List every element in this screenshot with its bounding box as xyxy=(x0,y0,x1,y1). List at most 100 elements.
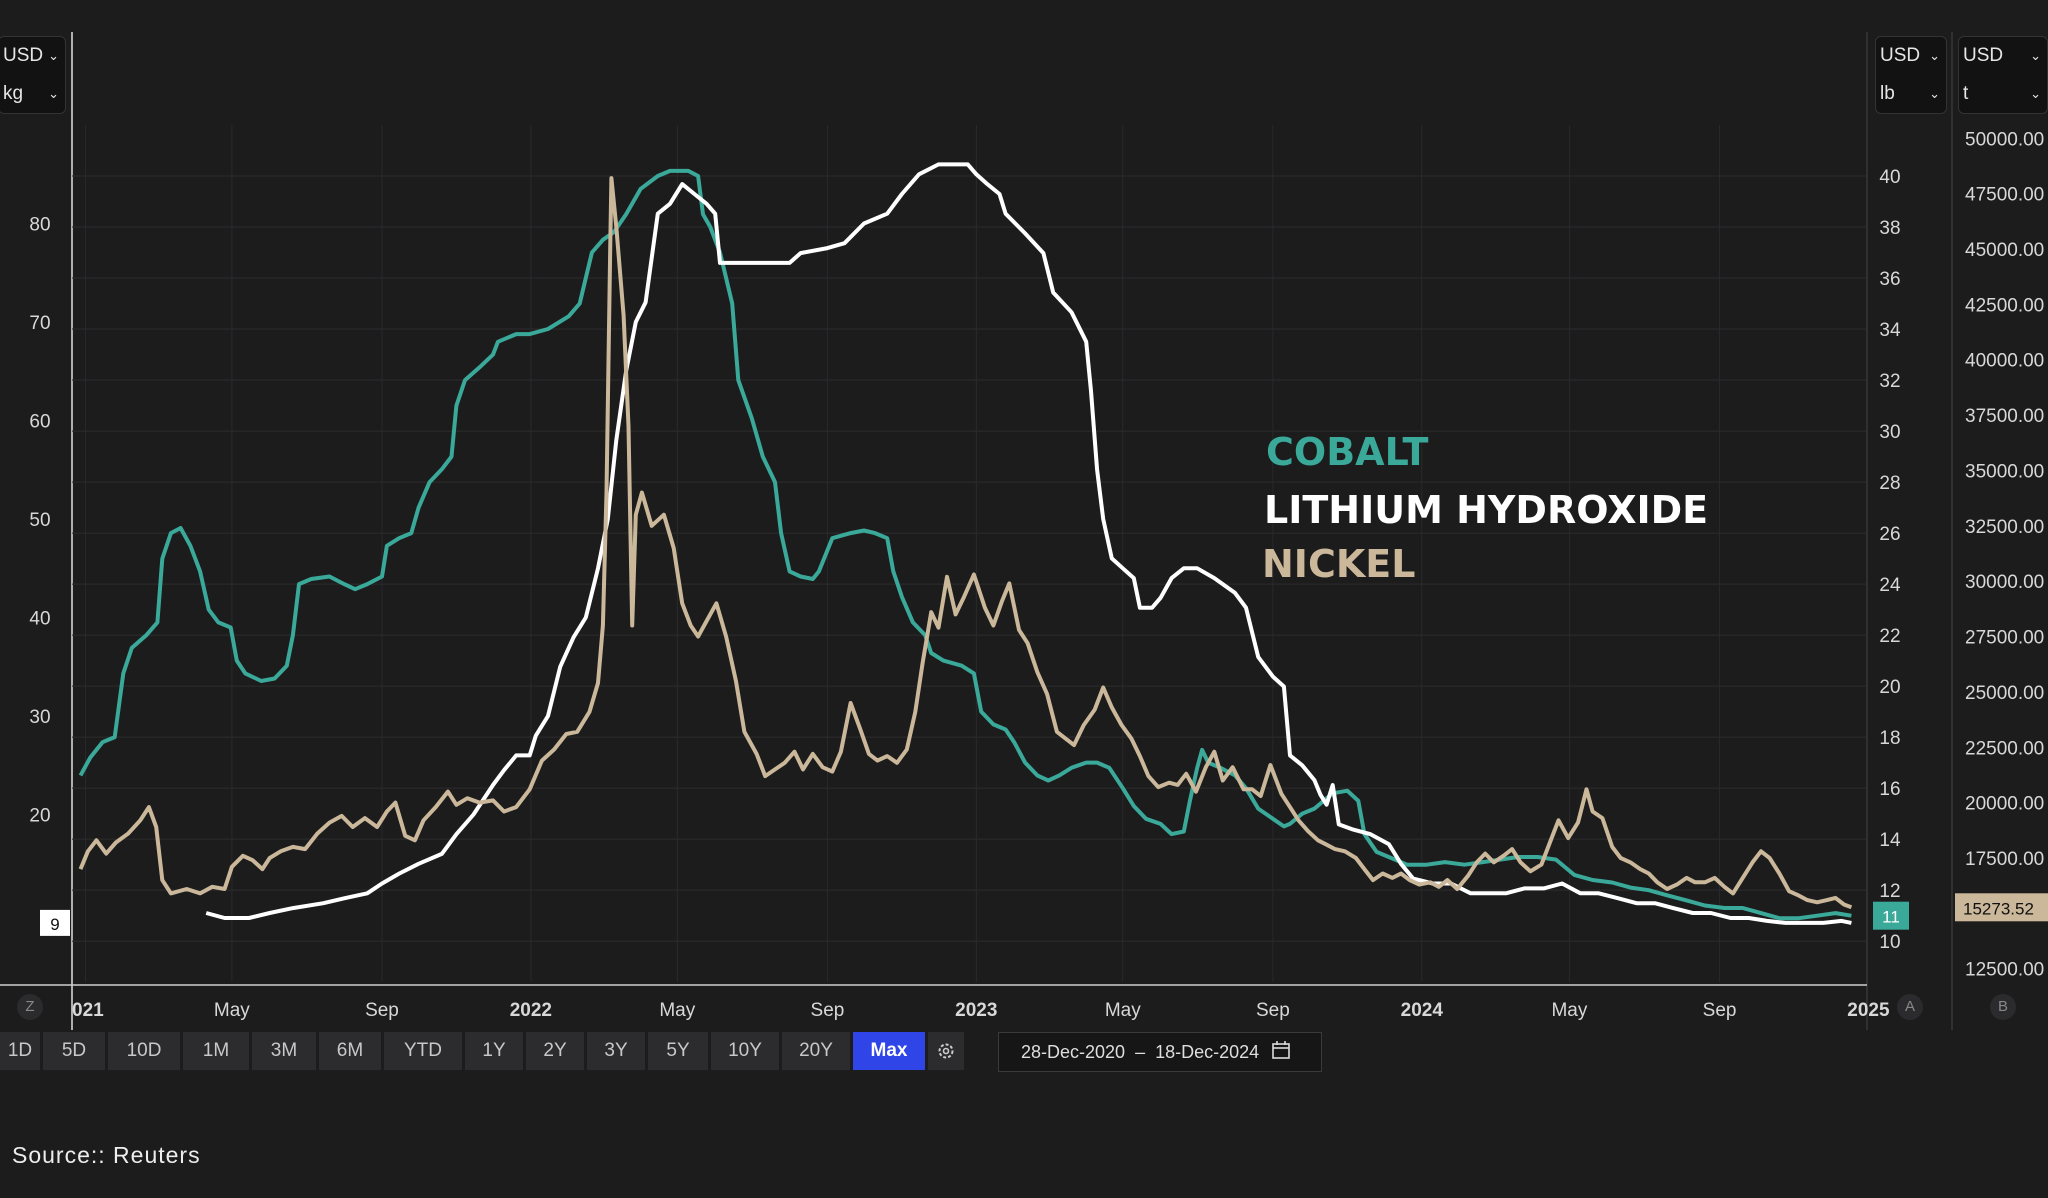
currency-select[interactable]: USD ⌄ xyxy=(1959,37,2047,75)
range-button-3m[interactable]: 3M xyxy=(252,1032,316,1070)
right-axis-lb: 10 12 14 16 18 20 22 24 26 28 30 32 34 36 38 40 11 xyxy=(1873,167,1909,953)
axis-a-button[interactable]: A xyxy=(1897,994,1923,1020)
right-a-tick-label: 16 xyxy=(1879,779,1900,800)
range-button-6m[interactable]: 6M xyxy=(319,1032,381,1070)
right-b-tick-label: 47500.00 xyxy=(1965,185,2044,206)
right-b-tick-label: 50000.00 xyxy=(1965,129,2044,150)
left-tick-label: 40 xyxy=(29,609,50,630)
right-b-tick-label: 42500.00 xyxy=(1965,295,2044,316)
x-tick-label: May xyxy=(214,1000,250,1021)
unit-select[interactable]: kg ⌄ xyxy=(0,75,65,113)
left-tick-label: 80 xyxy=(29,215,50,236)
right-b-tick-label: 17500.00 xyxy=(1965,849,2044,870)
right-a-tick-label: 22 xyxy=(1879,626,1900,647)
right-a-tick-label: 32 xyxy=(1879,371,1900,392)
date-range-picker[interactable]: 28-Dec-2020 – 18-Dec-2024 xyxy=(998,1032,1322,1072)
right-b-tick-label: 20000.00 xyxy=(1965,794,2044,815)
x-tick-label: 2023 xyxy=(955,1000,997,1021)
range-toolbar: 1D 5D 10D 1M 3M 6M YTD 1Y 2Y 3Y 5Y 10Y 20Y Max xyxy=(0,1032,964,1070)
x-tick-label: Sep xyxy=(1703,1000,1737,1021)
right-a-tick-label: 24 xyxy=(1879,575,1901,596)
right-a-tick-label: 20 xyxy=(1879,677,1900,698)
left-unit-selector[interactable]: USD ⌄ kg ⌄ xyxy=(0,36,66,114)
left-last-value-box xyxy=(40,909,70,936)
right-a-unit-selector[interactable]: USD ⌄ lb ⌄ xyxy=(1875,36,1947,114)
right-a-tick-label: 14 xyxy=(1879,830,1901,851)
chevron-down-icon: ⌄ xyxy=(48,86,59,101)
x-axis: 021 May Sep 2022 May Sep 2023 May Sep 2024 May Sep 2… xyxy=(72,1000,1890,1021)
right-b-unit-selector[interactable]: USD ⌄ t ⌄ xyxy=(1958,36,2048,114)
range-button-5y[interactable]: 5Y xyxy=(648,1032,708,1070)
chevron-down-icon: ⌄ xyxy=(1929,48,1940,63)
calendar-icon[interactable] xyxy=(1271,1040,1291,1065)
series-line-cobalt xyxy=(78,168,1852,921)
currency-select[interactable]: USD ⌄ xyxy=(1876,37,1946,75)
settings-gear-icon[interactable] xyxy=(928,1032,964,1070)
right-a-tick-label: 40 xyxy=(1879,167,1900,188)
currency-select[interactable]: USD ⌄ xyxy=(0,37,65,75)
chevron-down-icon: ⌄ xyxy=(1929,86,1940,101)
date-start[interactable]: 28-Dec-2020 xyxy=(1021,1041,1126,1062)
date-separator: – xyxy=(1135,1041,1146,1062)
series-line-lithium-hydroxide xyxy=(205,162,1852,925)
date-end[interactable]: 18-Dec-2024 xyxy=(1155,1041,1260,1062)
unit-select[interactable]: t ⌄ xyxy=(1959,75,2047,113)
x-tick-label: 2025 xyxy=(1847,1000,1890,1021)
right-a-tick-label: 10 xyxy=(1879,932,1900,953)
source-caption: Source:: Reuters xyxy=(12,1142,201,1168)
x-tick-label: Sep xyxy=(811,1000,845,1021)
left-tick-label: 50 xyxy=(29,510,50,531)
legend-nickel: NICKEL xyxy=(1262,542,1416,586)
left-tick-label: 70 xyxy=(29,313,50,334)
x-tick-label: Sep xyxy=(365,1000,399,1021)
right-b-tick-label: 22500.00 xyxy=(1965,738,2044,759)
axis-b-button[interactable]: B xyxy=(1990,994,2016,1020)
x-tick-label: May xyxy=(659,1000,695,1021)
x-tick-label: 2024 xyxy=(1401,1000,1444,1021)
right-b-tick-label: 35000.00 xyxy=(1965,461,2044,482)
right-b-tick-label: 12500.00 xyxy=(1965,960,2044,981)
range-button-max[interactable]: Max xyxy=(853,1032,925,1070)
right-a-tick-label: 30 xyxy=(1879,422,1900,443)
right-b-tick-label: 25000.00 xyxy=(1965,683,2044,704)
right-a-last-value-label: 11 xyxy=(1882,908,1900,927)
left-last-value-label: 9 xyxy=(50,915,59,934)
right-b-tick-label: 30000.00 xyxy=(1965,572,2044,593)
right-b-tick-label: 32500.00 xyxy=(1965,517,2044,538)
legend-cobalt: COBALT xyxy=(1266,430,1429,474)
range-button-3y[interactable]: 3Y xyxy=(587,1032,645,1070)
range-button-2y[interactable]: 2Y xyxy=(526,1032,584,1070)
legend-lithium: LITHIUM HYDROXIDE xyxy=(1264,488,1709,532)
chevron-down-icon: ⌄ xyxy=(2030,86,2041,101)
series-lines xyxy=(78,162,1853,925)
x-tick-label: Sep xyxy=(1256,1000,1290,1021)
range-button-ytd[interactable]: YTD xyxy=(384,1032,462,1070)
right-b-tick-label: 45000.00 xyxy=(1965,240,2044,261)
x-tick-label: May xyxy=(1105,1000,1141,1021)
left-tick-label: 60 xyxy=(29,412,50,433)
range-button-1d[interactable]: 1D xyxy=(0,1032,40,1070)
range-button-10d[interactable]: 10D xyxy=(108,1032,180,1070)
chevron-down-icon: ⌄ xyxy=(2030,48,2041,63)
right-axis-t: 12500.00 17500.00 20000.00 22500.00 25000.00… xyxy=(1955,129,2048,981)
right-b-tick-label: 27500.00 xyxy=(1965,628,2044,649)
x-tick-label: 2022 xyxy=(510,1000,552,1021)
right-b-tick-label: 37500.00 xyxy=(1965,406,2044,427)
range-button-20y[interactable]: 20Y xyxy=(782,1032,850,1070)
chevron-down-icon: ⌄ xyxy=(48,48,59,63)
right-b-tick-label: 40000.00 xyxy=(1965,351,2044,372)
right-a-tick-label: 36 xyxy=(1879,269,1900,290)
range-button-1y[interactable]: 1Y xyxy=(465,1032,523,1070)
range-button-10y[interactable]: 10Y xyxy=(711,1032,779,1070)
left-tick-label: 20 xyxy=(29,806,50,827)
x-tick-label: May xyxy=(1551,1000,1587,1021)
right-a-last-value-box xyxy=(1873,901,1909,930)
x-tick-label: 021 xyxy=(72,1000,104,1021)
series-line-nickel xyxy=(78,176,1853,910)
range-button-5d[interactable]: 5D xyxy=(43,1032,105,1070)
left-axis-button[interactable]: Z xyxy=(17,994,43,1020)
unit-select[interactable]: lb ⌄ xyxy=(1876,75,1946,113)
range-button-1m[interactable]: 1M xyxy=(183,1032,249,1070)
right-b-last-value-label: 15273.52 xyxy=(1963,899,2034,918)
